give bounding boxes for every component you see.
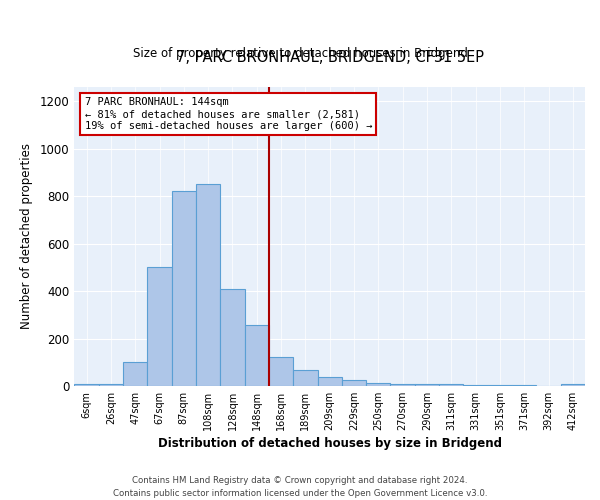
Bar	[220, 288, 245, 386]
Bar	[342, 380, 366, 386]
Bar	[366, 383, 391, 386]
Bar	[245, 324, 269, 386]
Bar	[560, 384, 585, 386]
Bar	[148, 268, 172, 386]
Bar	[391, 384, 415, 386]
Bar	[172, 192, 196, 386]
Title: 7, PARC BRONHAUL, BRIDGEND, CF31 5EP: 7, PARC BRONHAUL, BRIDGEND, CF31 5EP	[176, 50, 484, 65]
Bar	[439, 384, 463, 386]
Text: Size of property relative to detached houses in Bridgend: Size of property relative to detached ho…	[133, 46, 467, 60]
Bar	[488, 385, 512, 386]
Bar	[317, 377, 342, 386]
Bar	[196, 184, 220, 386]
Bar	[99, 384, 123, 386]
Bar	[512, 385, 536, 386]
Y-axis label: Number of detached properties: Number of detached properties	[20, 144, 33, 330]
Text: Contains HM Land Registry data © Crown copyright and database right 2024.
Contai: Contains HM Land Registry data © Crown c…	[113, 476, 487, 498]
X-axis label: Distribution of detached houses by size in Bridgend: Distribution of detached houses by size …	[158, 437, 502, 450]
Bar	[74, 384, 99, 386]
Bar	[123, 362, 148, 386]
Bar	[415, 384, 439, 386]
Bar	[293, 370, 317, 386]
Text: 7 PARC BRONHAUL: 144sqm
← 81% of detached houses are smaller (2,581)
19% of semi: 7 PARC BRONHAUL: 144sqm ← 81% of detache…	[85, 98, 372, 130]
Bar	[269, 358, 293, 386]
Bar	[463, 384, 488, 386]
